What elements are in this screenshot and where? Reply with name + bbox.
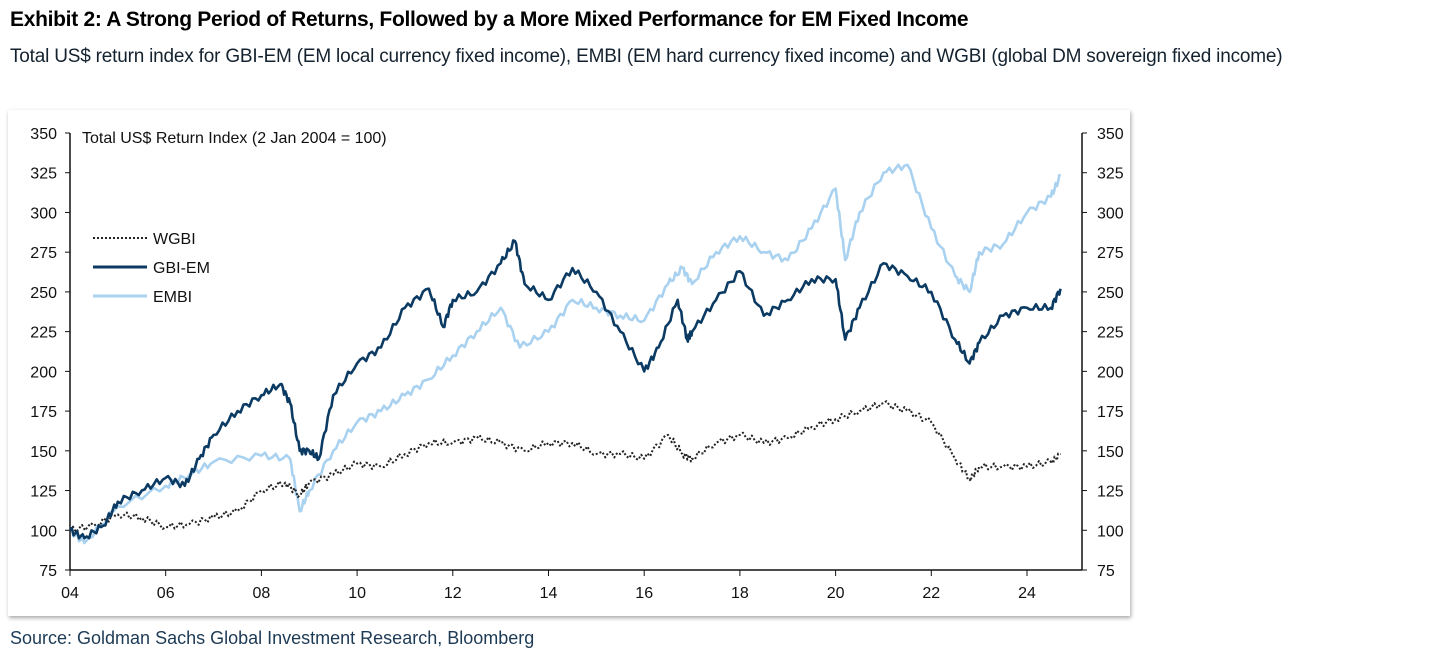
y-tick-label-left: 325 <box>30 166 57 183</box>
y-tick-label-right: 125 <box>1097 484 1124 501</box>
y-tick-label-right: 100 <box>1097 523 1124 540</box>
source-note: Source: Goldman Sachs Global Investment … <box>10 628 535 648</box>
exhibit-subtitle: Total US$ return index for GBI-EM (EM lo… <box>10 46 1283 67</box>
y-tick-label-right: 75 <box>1097 563 1115 580</box>
y-tick-label-left: 125 <box>30 484 57 501</box>
y-tick-label-right: 150 <box>1097 444 1124 461</box>
x-tick-label: 18 <box>731 585 749 602</box>
legend-label-embi: EMBI <box>153 289 192 306</box>
legend-label-gbi-em: GBI-EM <box>153 260 210 277</box>
y-tick-label-left: 250 <box>30 285 57 302</box>
y-tick-label-left: 225 <box>30 325 57 342</box>
x-tick-label: 24 <box>1018 585 1036 602</box>
x-tick-label: 08 <box>253 585 271 602</box>
x-tick-label: 14 <box>540 585 558 602</box>
legend-label-wgbi: WGBI <box>153 231 196 248</box>
chart-panel <box>8 110 1130 616</box>
x-tick-label: 04 <box>61 585 79 602</box>
x-tick-label: 10 <box>348 585 366 602</box>
y-tick-label-right: 300 <box>1097 205 1124 222</box>
y-tick-label-left: 300 <box>30 205 57 222</box>
y-tick-label-left: 275 <box>30 245 57 262</box>
x-tick-label: 16 <box>635 585 653 602</box>
exhibit-title: Exhibit 2: A Strong Period of Returns, F… <box>10 8 969 31</box>
y-tick-label-left: 200 <box>30 364 57 381</box>
y-tick-label-right: 225 <box>1097 325 1124 342</box>
y-tick-label-left: 75 <box>39 563 57 580</box>
y-tick-label-right: 200 <box>1097 364 1124 381</box>
x-tick-label: 20 <box>827 585 845 602</box>
y-tick-label-right: 325 <box>1097 166 1124 183</box>
x-tick-label: 22 <box>922 585 940 602</box>
chart-title: Total US$ Return Index (2 Jan 2004 = 100… <box>82 130 387 147</box>
series-line-gbi-em <box>69 239 1062 540</box>
series-line-wgbi <box>69 400 1061 534</box>
y-tick-label-left: 150 <box>30 444 57 461</box>
y-tick-label-right: 250 <box>1097 285 1124 302</box>
y-tick-label-right: 350 <box>1097 126 1124 143</box>
x-tick-label: 12 <box>444 585 462 602</box>
y-tick-label-left: 175 <box>30 404 57 421</box>
y-tick-label-left: 350 <box>30 126 57 143</box>
y-tick-label-right: 175 <box>1097 404 1124 421</box>
y-tick-label-left: 100 <box>30 523 57 540</box>
series-line-embi <box>69 163 1062 545</box>
legend: WGBI GBI-EM EMBI <box>93 231 210 306</box>
y-tick-label-right: 275 <box>1097 245 1124 262</box>
x-tick-label: 06 <box>157 585 175 602</box>
